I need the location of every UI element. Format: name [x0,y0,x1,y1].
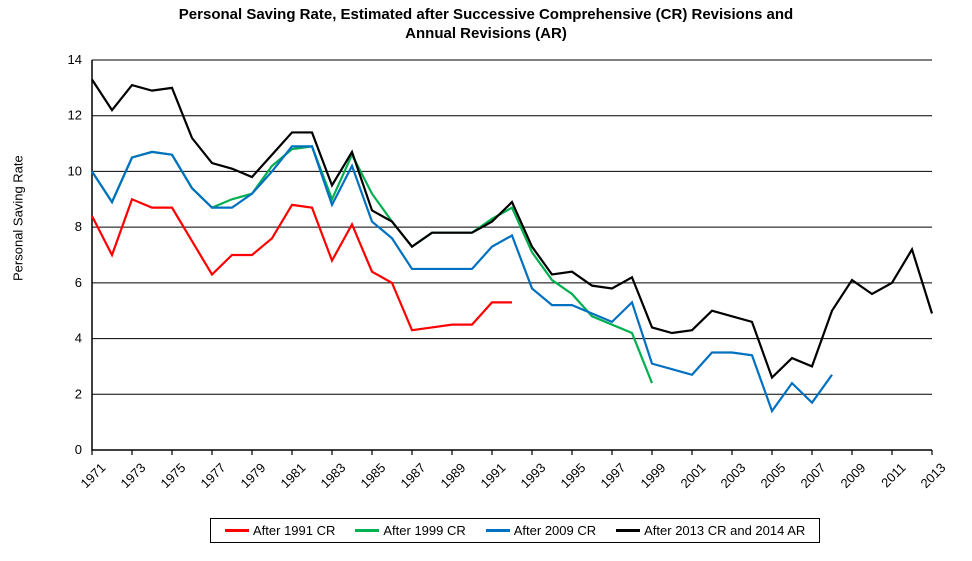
y-tick-label: 12 [68,108,82,123]
x-tick-label: 1985 [358,460,389,491]
chart-title-line2: Annual Revisions (AR) [405,25,567,42]
x-tick-label: 1989 [438,460,469,491]
legend-label: After 1991 CR [253,523,335,538]
legend: After 1991 CR After 1999 CR After 2009 CR A… [210,518,820,543]
x-tick-label: 1997 [598,460,629,491]
legend-label: After 2013 CR and 2014 AR [644,523,805,538]
chart-title: Personal Saving Rate, Estimated after Su… [0,6,972,44]
x-tick-label: 1979 [238,460,269,491]
x-tick-label: 1971 [78,460,109,491]
x-tick-label: 2009 [838,460,869,491]
y-tick-label: 10 [68,163,82,178]
chart-container: Personal Saving Rate, Estimated after Su… [0,0,972,561]
legend-swatch [225,529,249,532]
legend-label: After 1999 CR [383,523,465,538]
series-line [92,199,512,330]
plot-area: 02468101214 [92,60,932,450]
x-tick-label: 1975 [158,460,189,491]
x-tick-label: 1999 [638,460,669,491]
x-tick-label: 1995 [558,460,589,491]
x-tick-label: 2011 [878,460,908,490]
y-tick-label: 2 [75,386,82,401]
legend-swatch [616,529,640,532]
x-tick-label: 2001 [678,460,709,491]
series-line [92,146,832,411]
chart-title-line1: Personal Saving Rate, Estimated after Su… [179,6,793,23]
legend-item: After 2009 CR [486,523,596,538]
y-tick-label: 0 [75,442,82,457]
x-tick-label: 2007 [798,460,829,491]
x-tick-label: 1987 [398,460,429,491]
x-tick-label: 1977 [198,460,229,491]
legend-swatch [486,529,510,532]
legend-label: After 2009 CR [514,523,596,538]
y-tick-label: 14 [68,52,82,67]
axes [92,60,932,450]
y-tick-label: 8 [75,219,82,234]
legend-swatch [355,529,379,532]
legend-item: After 1991 CR [225,523,335,538]
x-tick-label: 2003 [718,460,749,491]
legend-item: After 2013 CR and 2014 AR [616,523,805,538]
x-tick-label: 2005 [758,460,789,491]
y-tick-label: 4 [75,331,82,346]
y-tick-label: 6 [75,275,82,290]
x-tick-label: 1981 [278,460,309,491]
x-axis-ticks: 1971197319751977197919811983198519871989… [92,452,932,506]
x-tick-label: 2013 [918,460,949,491]
y-axis-label: Personal Saving Rate [11,155,26,281]
legend-item: After 1999 CR [355,523,465,538]
x-tick-label: 1993 [518,460,549,491]
x-tick-label: 1991 [478,460,509,491]
x-tick-label: 1983 [318,460,349,491]
x-tick-label: 1973 [118,460,149,491]
series-line [92,146,652,383]
series-line [92,80,932,378]
